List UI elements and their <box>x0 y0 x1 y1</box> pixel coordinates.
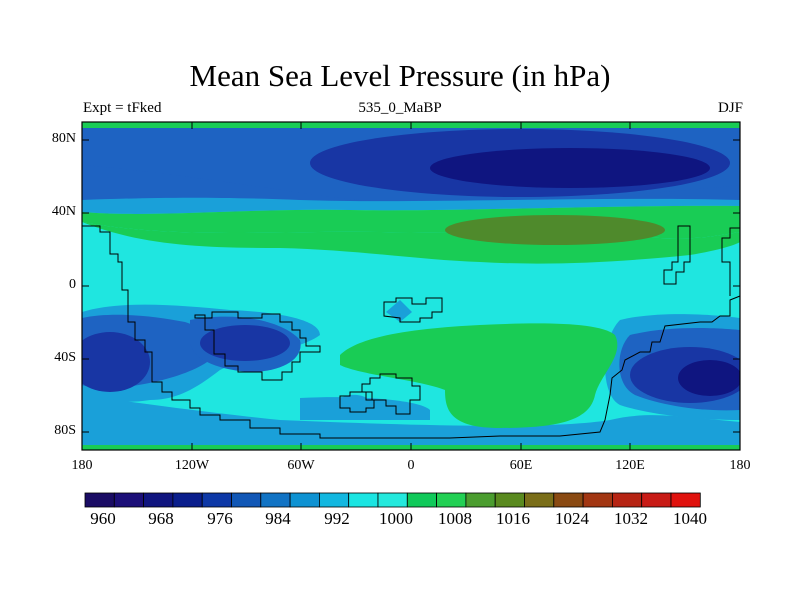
experiment-label: Expt = tFked <box>83 100 162 116</box>
lat-label-80n: 80N <box>51 131 76 146</box>
colorbar <box>84 492 701 508</box>
colorbar-box <box>612 492 643 508</box>
lon-label-180w: 180 <box>71 458 93 473</box>
colorbar-label: 1016 <box>496 509 530 528</box>
lon-label-120w: 120W <box>174 458 210 473</box>
map-ticks <box>82 122 740 450</box>
colorbar-box <box>641 492 672 508</box>
colorbar-box <box>318 492 350 508</box>
lat-label-40s: 40S <box>54 350 76 365</box>
plot-title: Mean Sea Level Pressure (in hPa) <box>189 58 611 93</box>
simulation-label: 535_0_MaBP <box>358 100 442 116</box>
colorbar-label: 976 <box>207 509 233 528</box>
colorbar-box <box>670 492 701 508</box>
colorbar-box <box>260 492 291 508</box>
colorbar-label: 1032 <box>614 509 648 528</box>
colorbar-box <box>289 492 320 508</box>
pressure-field <box>82 122 740 450</box>
colorbar-label: 1000 <box>379 509 413 528</box>
colorbar-box <box>377 492 408 508</box>
colorbar-box <box>436 492 467 508</box>
colorbar-label: 1040 <box>673 509 707 528</box>
colorbar-box <box>582 492 613 508</box>
colorbar-box <box>465 492 496 508</box>
colorbar-box <box>84 492 115 508</box>
colorbar-label: 984 <box>265 509 291 528</box>
season-label: DJF <box>717 100 743 116</box>
lon-label-0: 0 <box>407 458 415 473</box>
colorbar-label: 1008 <box>438 509 472 528</box>
lon-label-60w: 60W <box>287 458 315 473</box>
coastlines <box>82 225 741 439</box>
lat-label-0: 0 <box>69 277 76 292</box>
field-high-core <box>445 215 665 245</box>
field-north-core <box>430 148 710 188</box>
colorbar-box <box>406 492 437 508</box>
lat-label-80s: 80S <box>54 423 76 438</box>
lon-label-180e: 180 <box>729 458 751 473</box>
colorbar-box <box>524 492 555 508</box>
colorbar-label: 1024 <box>555 509 589 528</box>
colorbar-box <box>231 492 262 508</box>
colorbar-box <box>143 492 174 508</box>
colorbar-box <box>201 492 232 508</box>
colorbar-box <box>494 492 525 508</box>
lon-label-60e: 60E <box>509 458 533 473</box>
colorbar-label: 992 <box>324 509 350 528</box>
colorbar-label: 968 <box>148 509 174 528</box>
field-south-low-west <box>82 332 150 392</box>
lat-label-40n: 40N <box>51 204 76 219</box>
field-south-high <box>340 323 618 428</box>
lon-label-120e: 120E <box>615 458 645 473</box>
colorbar-box <box>172 492 203 508</box>
colorbar-label: 960 <box>90 509 116 528</box>
colorbar-box <box>348 492 379 508</box>
colorbar-box <box>553 492 584 508</box>
colorbar-box <box>113 492 145 508</box>
